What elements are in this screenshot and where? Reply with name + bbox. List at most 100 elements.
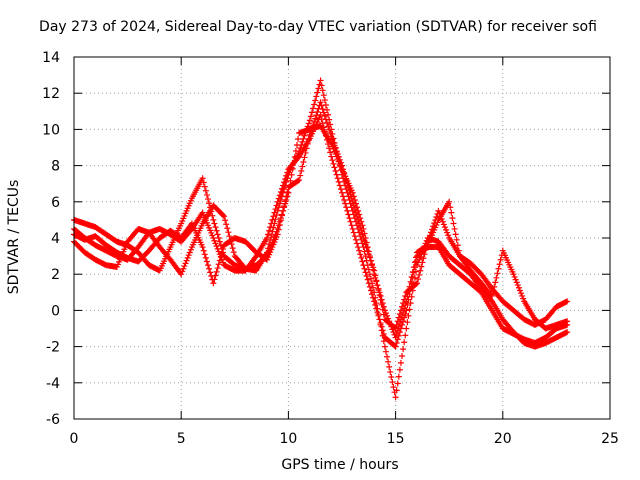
data-point (211, 276, 218, 283)
data-point (419, 259, 426, 266)
data-point (292, 147, 299, 154)
data-point (301, 154, 308, 161)
data-point (266, 227, 273, 234)
data-point (357, 251, 364, 258)
data-point (510, 271, 517, 278)
data-point (361, 265, 368, 272)
y-axis-label: SDTVAR / TECUs (6, 180, 22, 295)
data-point (422, 246, 429, 253)
data-point (281, 186, 288, 193)
data-point (384, 353, 391, 360)
data-point (364, 248, 371, 255)
data-point (203, 258, 210, 265)
data-point (269, 216, 276, 223)
data-point (303, 145, 310, 152)
data-point (382, 348, 389, 355)
data-point (425, 235, 432, 242)
data-point (214, 265, 221, 272)
data-point (335, 153, 342, 160)
data-point (290, 159, 297, 166)
y-tick-label: 8 (51, 159, 60, 175)
data-point (497, 256, 504, 263)
data-point (340, 166, 347, 173)
data-point (291, 153, 298, 160)
data-point (421, 251, 428, 258)
data-point (354, 240, 361, 247)
data-point (328, 133, 335, 140)
data-point (399, 303, 406, 310)
data-point (436, 210, 443, 217)
data-point (229, 245, 236, 252)
data-point (376, 292, 383, 299)
data-point (265, 231, 272, 238)
data-point (323, 106, 330, 113)
data-point (400, 346, 407, 353)
x-tick-label: 20 (494, 431, 512, 447)
data-point (363, 244, 370, 251)
data-point (332, 168, 339, 175)
data-point (514, 282, 521, 289)
data-point (395, 373, 402, 380)
data-point (183, 257, 190, 264)
data-point (370, 284, 377, 291)
plot-frame (73, 56, 611, 420)
data-point (312, 97, 319, 104)
data-point (416, 256, 423, 263)
data-point (340, 193, 347, 200)
data-point (378, 327, 385, 334)
data-point (439, 218, 446, 225)
y-tick-label: 6 (51, 195, 60, 211)
y-tick-label: 2 (51, 267, 60, 283)
data-point (424, 238, 431, 245)
data-point (343, 177, 350, 184)
data-point (435, 207, 442, 214)
data-point (326, 145, 333, 152)
data-point (387, 368, 394, 375)
data-point (313, 112, 320, 119)
data-point (283, 178, 290, 185)
data-point (210, 235, 217, 241)
data-point (362, 241, 369, 248)
data-point (346, 215, 353, 222)
data-point (394, 380, 401, 387)
data-point (185, 252, 192, 259)
data-point (492, 279, 499, 286)
data-point (564, 329, 571, 336)
data-point (274, 207, 281, 214)
data-point (202, 254, 209, 261)
data-point (491, 283, 498, 290)
data-point (365, 251, 372, 258)
data-point (182, 260, 189, 267)
data-point (308, 109, 315, 116)
data-point (323, 119, 330, 126)
data-point (348, 222, 355, 229)
data-point (392, 343, 399, 350)
data-point (315, 85, 322, 92)
data-point (430, 223, 437, 230)
x-tick-label: 15 (387, 431, 405, 447)
data-point (349, 225, 356, 232)
data-point (220, 246, 227, 253)
data-point (519, 292, 526, 299)
data-point (221, 213, 228, 220)
data-point (417, 267, 424, 274)
data-point (339, 162, 345, 169)
data-point (211, 220, 218, 227)
data-point (278, 212, 285, 219)
data-point (201, 251, 208, 258)
y-tick-label: 14 (42, 50, 60, 66)
data-point (345, 211, 352, 218)
data-point (330, 160, 337, 167)
data-point (318, 82, 325, 89)
data-point (377, 296, 384, 303)
data-point (349, 198, 356, 205)
data-point (488, 297, 495, 304)
data-point (334, 151, 341, 158)
data-point (352, 236, 359, 243)
data-point (388, 374, 395, 381)
data-point (350, 202, 357, 209)
data-point (380, 311, 387, 318)
data-point (230, 249, 237, 256)
data-point (433, 214, 440, 221)
data-point (490, 288, 497, 295)
